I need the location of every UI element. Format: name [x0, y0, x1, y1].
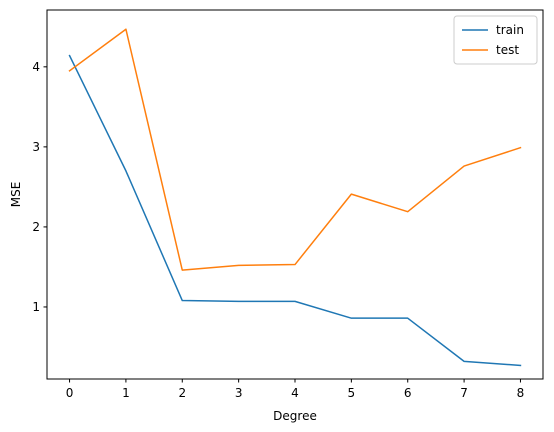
y-tick-label: 2 [32, 220, 40, 234]
x-tick-label: 5 [348, 386, 356, 400]
x-tick-label: 2 [178, 386, 186, 400]
x-axis-label: Degree [273, 409, 317, 423]
x-tick-label: 7 [460, 386, 468, 400]
legend-box [453, 15, 538, 65]
series-line-test [68, 28, 522, 271]
series-line-train [68, 54, 522, 367]
y-axis-ticks: 1 2 3 4 [32, 60, 47, 314]
x-tick-label: 0 [66, 386, 74, 400]
x-axis-ticks: 0 1 2 3 4 5 6 7 8 [66, 379, 525, 400]
x-tick-label: 4 [291, 386, 299, 400]
x-tick-label: 3 [235, 386, 243, 400]
y-tick-label: 1 [32, 300, 40, 314]
legend: train test [453, 15, 538, 65]
x-tick-label: 6 [404, 386, 412, 400]
y-axis-label: MSE [9, 182, 23, 208]
x-tick-label: 8 [517, 386, 525, 400]
x-tick-label: 1 [122, 386, 130, 400]
legend-label-train: train [496, 23, 524, 37]
y-tick-label: 3 [32, 140, 40, 154]
legend-label-test: test [496, 43, 519, 57]
y-tick-label: 4 [32, 60, 40, 74]
series-lines [68, 28, 522, 367]
